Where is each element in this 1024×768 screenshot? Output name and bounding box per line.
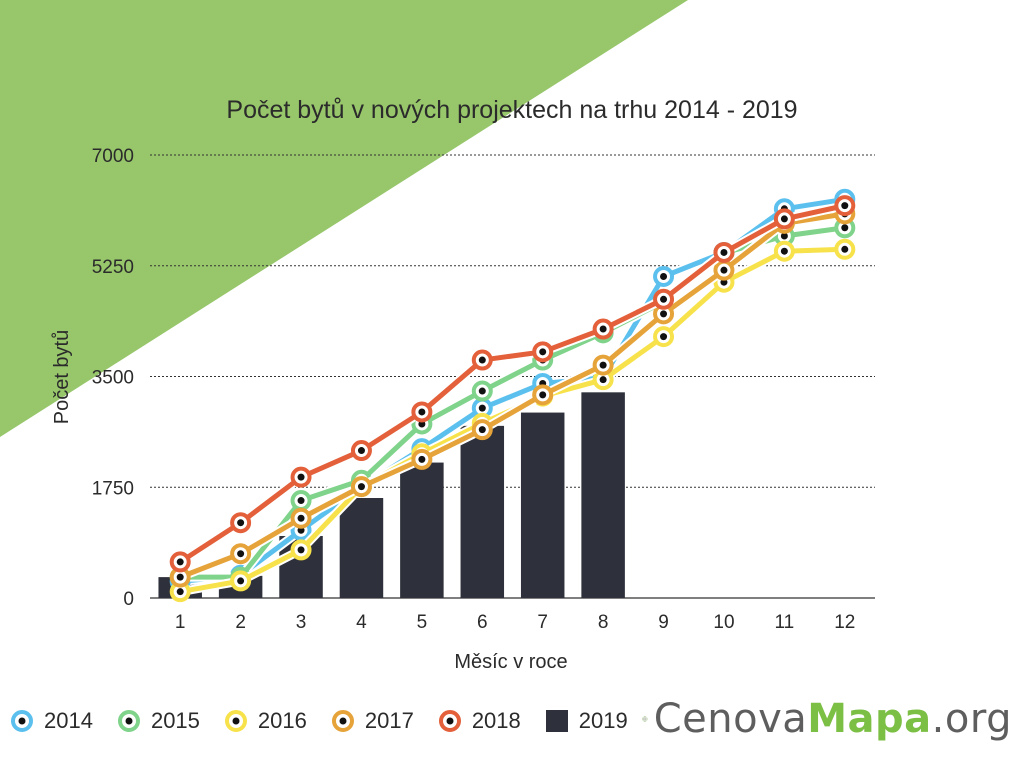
point-2017-m9 (653, 303, 675, 325)
point-2018-m5 (411, 401, 433, 423)
bar-2019-m4 (339, 498, 384, 598)
chart-title: Počet bytů v nových projektech na trhu 2… (226, 96, 798, 124)
x-tick-label: 7 (537, 612, 548, 633)
x-tick-label: 11 (775, 612, 795, 633)
point-2018-m8 (592, 318, 614, 340)
x-tick-label: 6 (477, 612, 488, 633)
point-2017-m4 (350, 476, 372, 498)
point-2015-m6 (471, 380, 493, 402)
point-2017-m7 (532, 384, 554, 406)
y-tick-label: 3500 (92, 368, 134, 389)
legend-entry-2017: 2017 (329, 707, 414, 735)
point-2017-m10 (713, 259, 735, 281)
x-axis-label: Měsíc v roce (454, 651, 567, 673)
legend-label: 2014 (44, 708, 93, 733)
bar-2019-m5 (400, 462, 444, 598)
x-tick-label: 12 (834, 612, 855, 633)
y-tick-label: 7000 (92, 146, 134, 167)
point-2016-m3 (290, 539, 312, 561)
y-axis-label: Počet bytů (51, 330, 73, 425)
legend-label: 2018 (471, 708, 521, 733)
point-2018-m9 (653, 288, 675, 310)
legend-entry-2018: 2018 (436, 707, 521, 735)
legend-marker-icon (11, 710, 33, 732)
point-2018-m11 (773, 208, 795, 230)
x-tick-label: 9 (658, 612, 669, 633)
legend-marker-icon (224, 710, 247, 732)
line-2018 (178, 203, 846, 565)
bar-2019-m8 (581, 392, 625, 598)
x-tick-label: 10 (713, 612, 734, 633)
point-2018-m12 (834, 195, 856, 217)
brand-name: CenovaMapa.org (654, 696, 1012, 742)
globe-icon (642, 716, 648, 722)
y-tick-label: 1750 (92, 478, 134, 499)
point-2018-m6 (471, 349, 493, 371)
point-2016-m11 (773, 240, 795, 262)
point-2017-m2 (230, 543, 252, 565)
legend-entry-2015: 2015 (115, 707, 200, 735)
point-2018-m1 (169, 551, 191, 573)
legend-marker-icon (438, 710, 461, 732)
point-2016-m2 (230, 570, 252, 592)
bar-2019-m7 (520, 412, 565, 598)
bar-2019-m6 (460, 425, 505, 598)
y-tick-label: 5250 (92, 257, 134, 278)
point-2017-m3 (290, 507, 312, 529)
legend-label: 2016 (257, 708, 307, 733)
legend-entry-2014: 2014 (8, 707, 93, 735)
line-series-2018 (169, 195, 856, 573)
brand-name-part3: .org (931, 696, 1012, 742)
point-2014-m9 (653, 266, 675, 288)
x-tick-label: 2 (235, 612, 246, 633)
legend-bar-swatch (545, 710, 568, 732)
point-2017-m6 (471, 419, 493, 441)
point-2017-m8 (592, 354, 614, 376)
point-2017-m5 (411, 448, 433, 470)
point-2018-m3 (290, 466, 312, 488)
brand-name-part2: Mapa (807, 696, 932, 742)
point-2018-m2 (230, 512, 252, 534)
line-series (169, 188, 856, 603)
point-2018-m10 (713, 241, 735, 263)
legend-label: 2017 (364, 708, 414, 733)
grid-lines (150, 154, 875, 488)
point-2016-m12 (834, 238, 856, 260)
line-2015 (180, 225, 846, 580)
legend-marker-icon (331, 710, 354, 732)
x-tick-label: 5 (417, 612, 428, 633)
legend: 2014 2015 2016 2017 2018 2019 (8, 704, 650, 738)
brand-logo: CenovaMapa.org (642, 684, 1012, 754)
point-2018-m7 (532, 341, 554, 363)
point-2016-m9 (653, 326, 675, 348)
line-2017 (179, 211, 846, 580)
x-tick-label: 1 (175, 612, 186, 633)
legend-entry-2016: 2016 (222, 707, 307, 735)
bar-series-2019 (158, 392, 625, 598)
x-tick-label: 4 (356, 612, 367, 633)
x-tick-label: 3 (296, 612, 307, 633)
legend-label: 2015 (150, 708, 200, 733)
legend-label: 2019 (578, 708, 628, 733)
legend-marker-icon (117, 710, 140, 732)
y-tick-label: 0 (123, 589, 134, 610)
legend-entry-2019: 2019 (543, 707, 628, 735)
brand-name-part1: Cenova (653, 696, 808, 742)
point-2018-m4 (350, 440, 372, 462)
x-tick-label: 8 (598, 612, 609, 633)
point-2015-m3 (290, 490, 312, 512)
